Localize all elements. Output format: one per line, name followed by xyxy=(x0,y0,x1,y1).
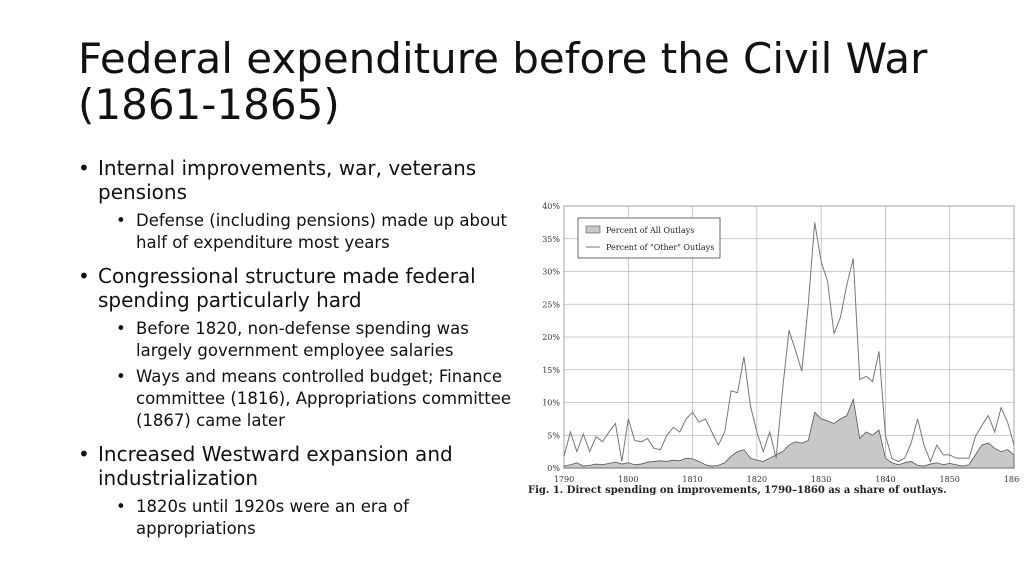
y-tick-label: 15% xyxy=(542,366,560,375)
legend-label-all-outlays: Percent of All Outlays xyxy=(606,226,694,235)
y-tick-label: 20% xyxy=(542,333,560,342)
y-tick-label: 10% xyxy=(542,399,560,408)
bullet-group: Increased Westward expansion and industr… xyxy=(78,442,528,540)
y-tick-label: 40% xyxy=(542,202,560,211)
bullet-group: Congressional structure made federal spe… xyxy=(78,264,528,432)
series-area-all-outlays xyxy=(563,397,1015,469)
bullet-item: Increased Westward expansion and industr… xyxy=(78,442,528,490)
legend-box xyxy=(577,217,721,259)
legend-label-other-outlays: Percent of "Other" Outlays xyxy=(606,243,714,252)
x-tick-label: 1860 xyxy=(1004,475,1020,484)
x-tick-label: 1850 xyxy=(940,475,960,484)
x-tick-label: 1830 xyxy=(811,475,831,484)
y-tick-label: 25% xyxy=(542,300,560,309)
sub-bullet-item: 1820s until 1920s were an era of appropr… xyxy=(78,496,528,540)
sub-bullet-item: Defense (including pensions) made up abo… xyxy=(78,210,528,254)
bullet-item: Congressional structure made federal spe… xyxy=(78,264,528,312)
sub-bullet-item: Ways and means controlled budget; Financ… xyxy=(78,366,528,432)
y-tick-label: 35% xyxy=(542,235,560,244)
legend-swatch-area xyxy=(585,225,601,234)
x-tick-label: 1820 xyxy=(747,475,767,484)
slide-title: Federal expenditure before the Civil War… xyxy=(78,34,928,129)
series-line-other-outlays xyxy=(563,222,1015,463)
bullet-item: Internal improvements, war, veterans pen… xyxy=(78,156,528,204)
sub-bullet-item: Before 1820, non-defense spending was la… xyxy=(78,318,528,362)
x-tick-label: 1790 xyxy=(554,475,574,484)
bullet-group: Internal improvements, war, veterans pen… xyxy=(78,156,528,254)
x-tick-label: 1800 xyxy=(618,475,638,484)
y-tick-label: 0% xyxy=(547,464,560,473)
x-tick-label: 1810 xyxy=(682,475,702,484)
y-tick-label: 30% xyxy=(542,268,560,277)
chart-caption: Fig. 1. Direct spending on improvements,… xyxy=(528,485,947,496)
spending-chart: 0% 5% 10% 15% 20% 25% 30% 35% 40% 1790 1800 1810 182… xyxy=(542,202,1020,484)
y-tick-label: 5% xyxy=(547,431,560,440)
x-tick-label: 1840 xyxy=(875,475,895,484)
bullet-list: Internal improvements, war, veterans pen… xyxy=(78,156,528,550)
